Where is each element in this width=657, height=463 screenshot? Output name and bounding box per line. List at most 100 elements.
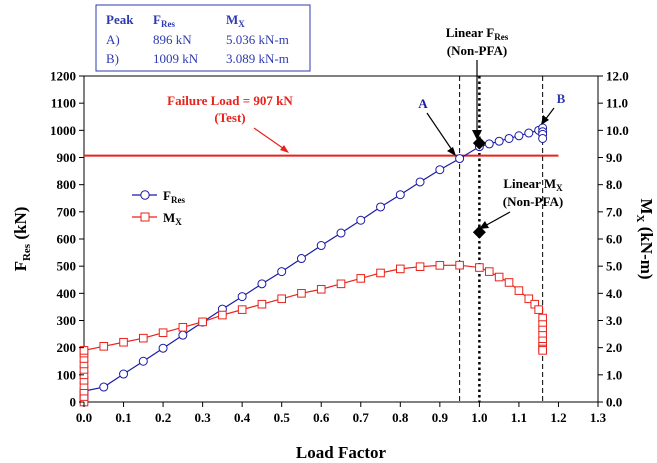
table-row-a-peak: A) (106, 32, 120, 47)
data-point-mx (524, 294, 534, 304)
x-tick-label: 0.5 (274, 410, 291, 425)
data-point-fres (277, 267, 287, 277)
data-point-fres (435, 165, 445, 175)
failure-load-arrow (253, 127, 288, 152)
data-point-fres (494, 136, 504, 146)
data-point-mx (297, 289, 306, 298)
data-point-fres (158, 343, 168, 353)
x-tick-label: 1.2 (550, 410, 566, 425)
data-point-mx (396, 264, 405, 274)
legend-fres-marker (140, 190, 150, 200)
x-tick-label: 0.4 (234, 410, 251, 425)
y-right-tick-label: 5.0 (606, 259, 622, 274)
data-point-mx (237, 305, 247, 314)
x-tick-label: 0.0 (76, 410, 92, 425)
data-point-mx (158, 328, 168, 338)
table-row-b-fres: 1009 kN (153, 51, 199, 66)
linear-fres-sublabel: (Non-PFA) (447, 43, 507, 58)
data-point-mx (455, 260, 464, 270)
data-point-mx (336, 279, 346, 289)
y-left-tick-label: 1100 (51, 96, 76, 111)
y-right-tick-label: 0.0 (606, 395, 622, 410)
plot-area (83, 75, 599, 403)
data-point-mx (484, 267, 494, 276)
x-tick-label: 1.3 (590, 410, 607, 425)
data-point-mx (316, 284, 326, 294)
series-group (79, 123, 548, 407)
y-right-tick-label: 9.0 (606, 150, 622, 165)
x-tick-label: 0.2 (155, 410, 171, 425)
data-point-fres (356, 215, 366, 225)
data-point-mx (534, 305, 543, 314)
y-right-tick-label: 12.0 (606, 69, 629, 84)
data-point-mx (79, 346, 89, 355)
x-tick-label: 0.7 (353, 410, 370, 425)
failure-load-sublabel: (Test) (214, 110, 245, 125)
data-point-fres (336, 228, 346, 238)
x-axis-title: Load Factor (296, 443, 387, 462)
data-point-mx (198, 317, 207, 327)
peak-a-arrowhead (447, 147, 456, 156)
data-point-mx (356, 274, 366, 283)
data-point-fres (376, 202, 386, 212)
x-tick-label: 0.6 (313, 410, 330, 425)
y-left-tick-label: 600 (57, 232, 77, 247)
failure-load-arrowhead (280, 145, 289, 153)
y-left-tick-label: 1200 (50, 69, 76, 84)
y-right-tick-label: 2.0 (606, 340, 622, 355)
peak-table-box (95, 4, 311, 72)
y-left-tick-label: 700 (57, 204, 77, 219)
data-point-mx (178, 322, 188, 332)
linear-point-marker (472, 225, 486, 239)
data-point-mx (415, 262, 425, 272)
data-point-mx (277, 294, 286, 304)
y-right-tick-label: 6.0 (606, 232, 622, 247)
data-point-fres (257, 279, 267, 289)
y-right-tick-label: 1.0 (606, 367, 622, 382)
data-point-fres (524, 128, 534, 138)
data-point-mx (119, 337, 128, 347)
linear-mx-sublabel: (Non-PFA) (503, 194, 563, 209)
data-point-mx (139, 333, 148, 343)
y-left-tick-label: 900 (57, 150, 77, 165)
y-right-tick-label: 4.0 (606, 286, 622, 301)
y-left-tick-label: 100 (57, 367, 77, 382)
data-point-mx (538, 346, 547, 355)
table-header-fres: FRes (153, 12, 175, 29)
y-right-tick-label: 10.0 (606, 123, 629, 138)
peak-a-arrow (426, 112, 453, 151)
y-left-tick-label: 400 (57, 286, 77, 301)
x-tick-label: 0.8 (392, 410, 409, 425)
data-point-fres (395, 190, 405, 200)
table-row-a-mx: 5.036 kN-m (226, 32, 289, 47)
y-left-tick-label: 0 (70, 395, 77, 410)
data-point-fres (316, 241, 326, 251)
data-point-fres (296, 254, 306, 264)
peak-table: Peak FRes MX A) 896 kN 5.036 kN-m B) 100… (95, 4, 311, 72)
peak-b-arrowhead (541, 115, 549, 125)
data-point-mx (514, 286, 524, 295)
x-tick-label: 1.1 (511, 410, 527, 425)
data-point-fres (138, 356, 148, 366)
linear-mx-arrowhead (479, 221, 489, 229)
data-point-mx (376, 268, 385, 278)
data-point-mx (494, 272, 504, 282)
legend-fres-label: FRes (163, 188, 185, 205)
peak-b-label: B (557, 91, 566, 106)
x-tick-label: 1.0 (471, 410, 487, 425)
data-point-mx (218, 310, 227, 320)
data-point-fres (237, 292, 247, 302)
legend: FRes MX (132, 188, 185, 227)
data-point-mx (435, 261, 445, 270)
y-left-tick-label: 200 (57, 340, 77, 355)
y-left-tick-label: 300 (57, 313, 77, 328)
data-point-mx (99, 342, 109, 351)
linear-mx-arrow (482, 211, 511, 228)
data-point-mx (504, 278, 514, 287)
table-row-b-peak: B) (106, 51, 119, 66)
table-row-b-mx: 3.089 kN-m (226, 51, 289, 66)
data-point-fres (484, 139, 494, 149)
table-header-mx: MX (226, 12, 245, 29)
table-row-a-fres: 896 kN (153, 32, 192, 47)
